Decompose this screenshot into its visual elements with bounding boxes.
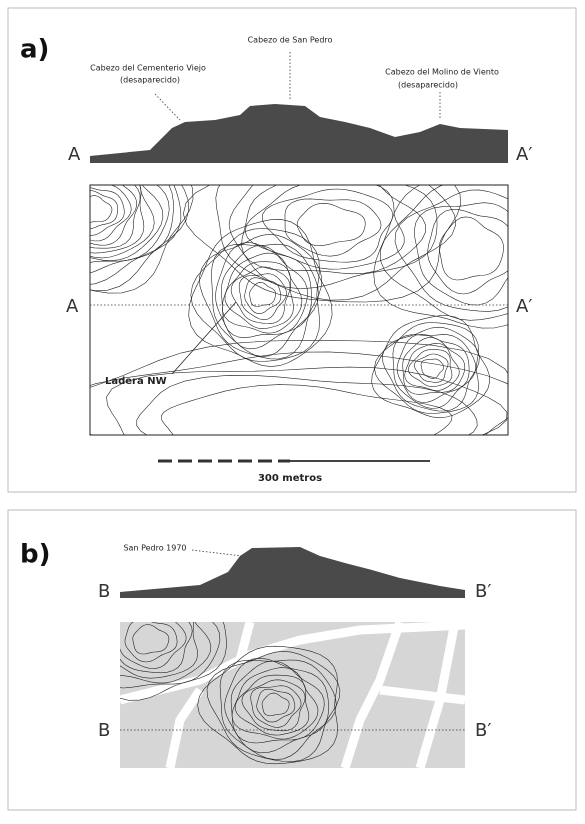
section-end: A′ <box>516 296 532 317</box>
contour <box>230 266 291 325</box>
contour <box>132 624 170 655</box>
contour <box>124 622 178 663</box>
contour <box>244 185 405 270</box>
contour <box>382 326 480 412</box>
profile-a <box>90 104 508 163</box>
contour <box>427 209 508 295</box>
contour <box>120 622 193 674</box>
contour <box>404 342 460 391</box>
contour <box>261 188 394 263</box>
contour <box>249 281 276 307</box>
contour <box>224 657 329 754</box>
contour <box>106 366 508 435</box>
scale-label: 300 metros <box>258 473 322 484</box>
contour <box>90 185 155 259</box>
contour <box>136 374 478 435</box>
section-end: B <box>98 581 110 602</box>
contour <box>90 185 182 285</box>
panel-b-frame <box>7 509 577 811</box>
panel-a-frame <box>7 7 577 493</box>
contour <box>120 622 227 701</box>
contour <box>190 228 320 362</box>
contour <box>90 185 164 262</box>
contour <box>241 679 306 732</box>
contour <box>373 185 508 329</box>
contour <box>90 351 508 435</box>
contour <box>392 334 477 409</box>
contour <box>402 337 466 395</box>
contours <box>90 185 508 435</box>
contour <box>90 185 194 294</box>
contour <box>396 333 470 403</box>
contour <box>90 190 118 230</box>
streets <box>118 620 466 770</box>
section-end: B′ <box>475 720 491 741</box>
contour <box>197 645 338 765</box>
peak-label: Cabezo de San Pedro <box>248 36 333 45</box>
contour <box>241 185 426 275</box>
leader <box>191 549 243 557</box>
leader <box>154 93 181 121</box>
contour <box>296 202 366 247</box>
contour <box>284 198 382 257</box>
contour <box>90 185 138 246</box>
contour <box>188 219 333 367</box>
section-end: A <box>68 144 81 165</box>
contour <box>215 185 457 301</box>
contour <box>182 185 462 303</box>
contour <box>238 273 287 321</box>
contour <box>120 622 187 669</box>
contour <box>414 353 449 383</box>
leader <box>171 301 237 375</box>
contours <box>120 622 341 765</box>
contour <box>90 340 508 388</box>
peak-label: Cabezo del Cementerio Viejo <box>90 64 206 73</box>
contour <box>408 349 453 387</box>
contour <box>414 202 508 306</box>
section-end: B <box>98 720 110 741</box>
contour <box>90 185 141 249</box>
contour <box>394 189 508 312</box>
section-end: B′ <box>475 581 491 602</box>
contour <box>120 622 199 679</box>
panel-label: a) <box>20 35 49 65</box>
contour <box>439 216 504 281</box>
contour <box>90 187 125 236</box>
contour <box>244 277 282 315</box>
contour <box>90 195 113 223</box>
contour <box>160 384 453 435</box>
contour <box>206 650 341 763</box>
contour <box>420 358 444 379</box>
contour <box>90 185 174 274</box>
peak-label: San Pedro 1970 <box>123 544 186 553</box>
contour <box>219 659 337 760</box>
contour <box>120 622 212 684</box>
peak-label: Cabezo del Molino de Viento <box>385 68 499 77</box>
annotation: Ladera NW <box>105 376 167 387</box>
contour <box>261 692 290 717</box>
contour <box>250 685 302 728</box>
contour <box>90 185 190 292</box>
contour <box>231 667 319 740</box>
contour <box>228 185 438 290</box>
section-end: A <box>66 296 79 317</box>
contour <box>221 252 303 334</box>
contour <box>234 674 310 736</box>
panel-label: b) <box>20 540 51 570</box>
contour <box>256 688 296 723</box>
profile-b <box>120 547 465 598</box>
peak-note: (desaparecido) <box>120 76 180 85</box>
contour <box>215 241 312 350</box>
peak-note: (desaparecido) <box>398 81 458 90</box>
section-end: A′ <box>516 144 532 165</box>
contour <box>380 185 508 321</box>
map-a <box>89 184 509 436</box>
contour <box>90 185 145 254</box>
contour <box>90 185 132 242</box>
